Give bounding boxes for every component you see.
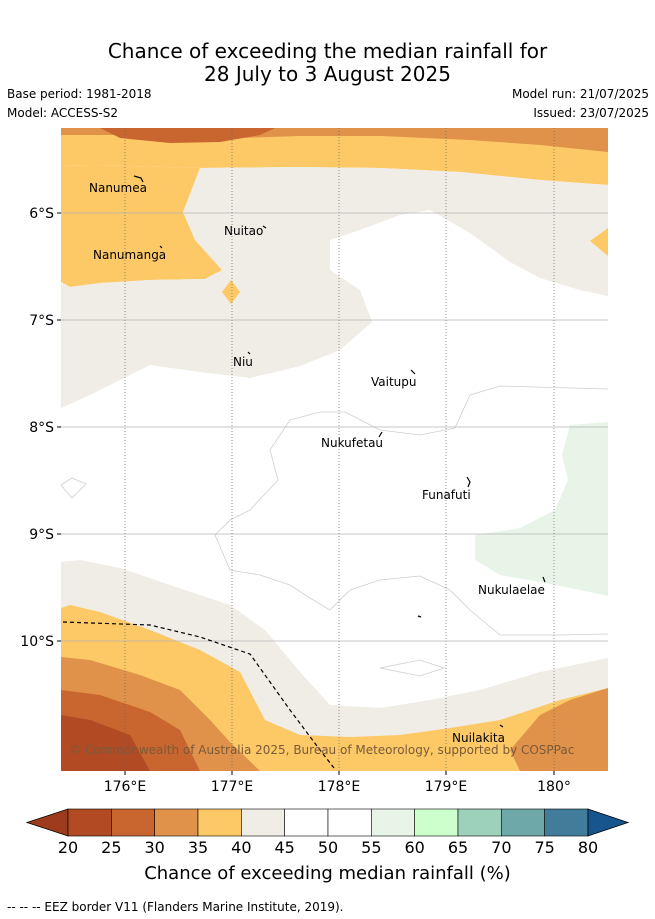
lon-label: 179°E [425, 779, 468, 795]
band-30-35-bottom-right [510, 688, 608, 771]
lon-label: 180° [537, 779, 571, 795]
lat-labels: 6°S 7°S 8°S 9°S 10°S [20, 206, 54, 650]
model-run: Model run: 21/07/2025 [511, 87, 649, 101]
band-25-30-top [100, 128, 275, 143]
contours [61, 385, 608, 677]
lon-label: 176°E [104, 779, 147, 795]
place-label-funafuti: Funafuti [422, 488, 471, 502]
lon-label: 177°E [211, 779, 254, 795]
colorbar-tick-label: 75 [534, 838, 555, 857]
place-label-nukulaelae: Nukulaelae [478, 583, 545, 597]
lat-gridlines [61, 212, 608, 642]
lat-label: 8°S [29, 420, 54, 436]
place-label-nanumanga: Nanumanga [93, 248, 166, 262]
colorbar-tick-label: 45 [274, 838, 295, 857]
lat-label: 6°S [29, 206, 54, 222]
eez-border [62, 621, 335, 769]
colorbar-swatch [284, 808, 329, 837]
axis-ticks [57, 212, 555, 775]
lat-label: 10°S [20, 634, 54, 650]
band-35-40-spot-1 [222, 280, 240, 304]
colorbar-tick-label: 80 [577, 838, 599, 857]
colorbar-swatch [154, 808, 199, 837]
base-period: Base period: 1981-2018 [7, 87, 152, 101]
place-label-nuitao: Nuitao [224, 224, 263, 238]
lat-label: 7°S [29, 313, 54, 329]
colorbar-tick-label: 20 [57, 838, 79, 857]
colorbar-tick-label: 30 [144, 838, 165, 857]
lon-label: 178°E [318, 779, 361, 795]
colorbar-swatch [111, 808, 155, 837]
colorbar-tick-label: 70 [491, 838, 512, 857]
colorbar-swatch [371, 808, 415, 837]
colorbar-tick-label: 65 [447, 838, 469, 857]
colorbar-tick-label: 25 [101, 838, 122, 857]
lon-gridlines [124, 128, 555, 771]
colorbar-tick-label: 55 [361, 838, 382, 857]
place-label-nuilakita: Nuilakita [452, 731, 505, 745]
colorbar-swatch [241, 808, 285, 837]
colorbar-tick-label: 50 [317, 838, 339, 857]
colorbar-tick-label: 60 [404, 838, 425, 857]
place-labels: Nanumea Nuitao Nanumanga Niu Vaitupu Nuk… [89, 181, 545, 745]
map-title: Chance of exceeding the median rainfall … [0, 40, 655, 86]
eez-legend-footer: -- -- -- EEZ border V11 (Flanders Marine… [7, 900, 344, 914]
colorbar-tick-label: 35 [187, 838, 209, 857]
colorbar-tick-label: 40 [231, 838, 252, 857]
lat-label: 9°S [29, 527, 54, 543]
copyright-notice: © Commonwealth of Australia 2025, Bureau… [69, 743, 574, 757]
colorbar-swatch [67, 808, 112, 837]
place-label-nanumea: Nanumea [89, 181, 147, 195]
model-name: Model: ACCESS-S2 [7, 106, 119, 120]
band-35-40-left [61, 165, 222, 287]
colorbar-swatch [414, 808, 459, 837]
colorbar-extend-low [25, 808, 69, 837]
colorbar-swatch [327, 808, 372, 837]
place-label-nukufetau: Nukufetau [321, 436, 383, 450]
colorbar-swatch [544, 808, 589, 837]
issued-date: Issued: 23/07/2025 [533, 106, 649, 120]
band-20-25-bottom [61, 715, 150, 771]
title-line-1: Chance of exceeding the median rainfall … [107, 39, 548, 63]
map-area [61, 128, 608, 771]
band-40-45-upper [61, 167, 608, 408]
title-line-2: 28 July to 3 August 2025 [204, 62, 451, 86]
colorbar-swatch [457, 808, 502, 837]
lon-labels: 176°E 177°E 178°E 179°E 180° [104, 779, 571, 795]
colorbar [25, 808, 630, 837]
place-label-vaitupu: Vaitupu [371, 375, 417, 389]
place-label-niu: Niu [233, 355, 253, 369]
band-35-40-spot-2 [590, 228, 608, 256]
colorbar-swatch [501, 808, 545, 837]
band-55-60-east [475, 422, 608, 596]
colorbar-extend-high [587, 808, 630, 837]
colorbar-swatch [197, 808, 242, 837]
island-marks [133, 175, 546, 728]
colorbar-title: Chance of exceeding median rainfall (%) [144, 863, 511, 884]
